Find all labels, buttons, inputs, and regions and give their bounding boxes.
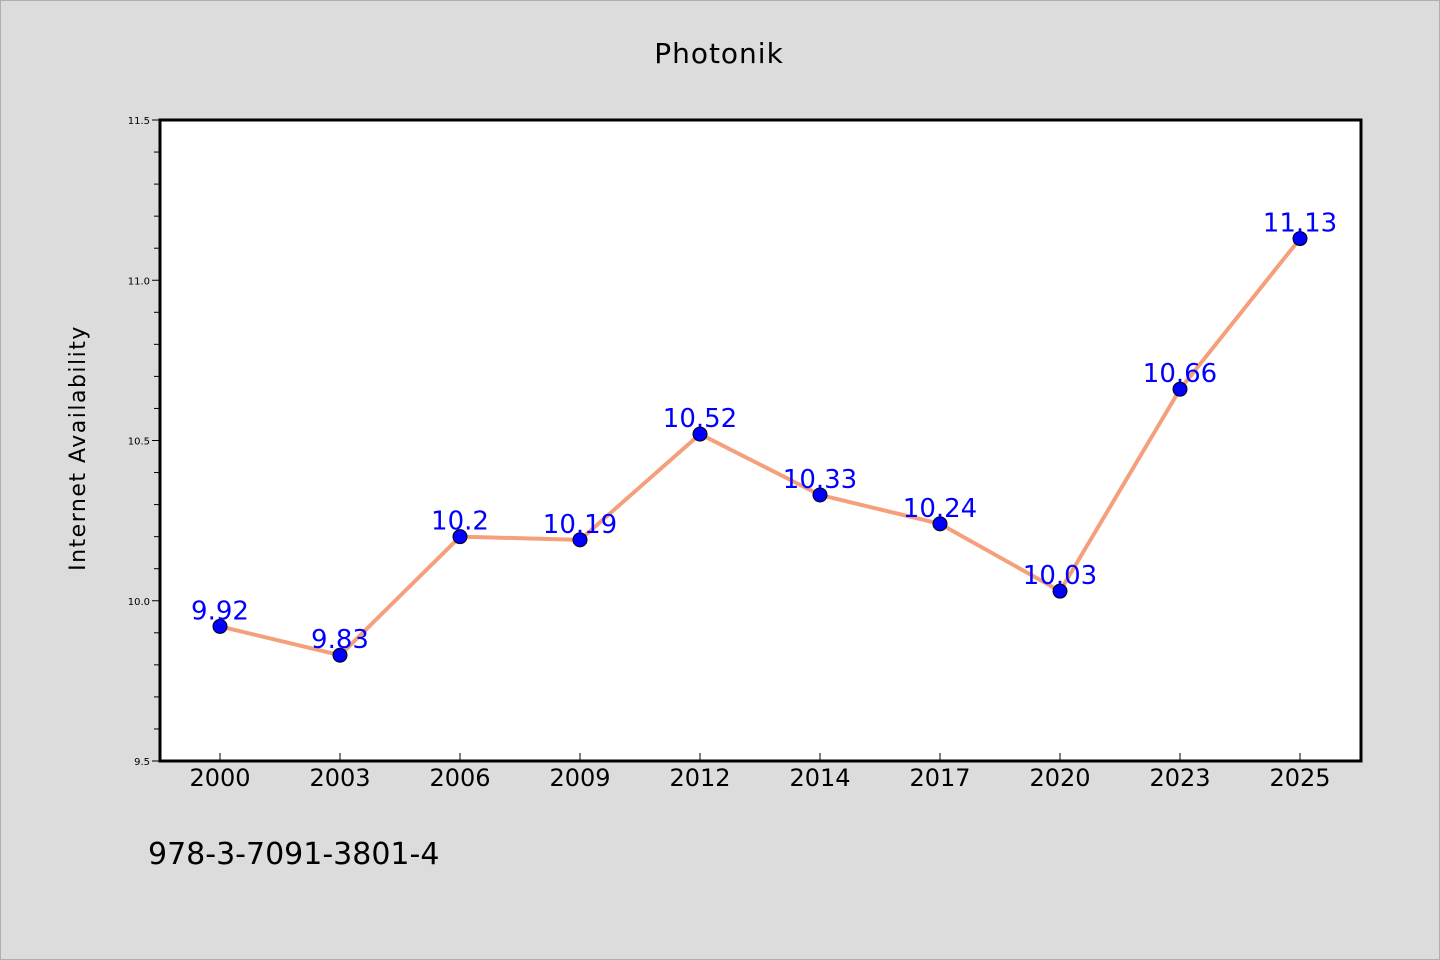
data-point xyxy=(1052,583,1068,599)
y-tick-label: 11.0 xyxy=(128,276,150,287)
data-label: 10.24 xyxy=(903,494,977,524)
x-tick-label: 2014 xyxy=(789,764,850,792)
x-tick-label: 2017 xyxy=(909,764,970,792)
data-point xyxy=(1172,381,1188,397)
y-axis-ticks: 9.5 10.0 10.5 11.0 11.5 xyxy=(128,116,160,768)
series-lines xyxy=(219,237,1302,658)
chart-title: Photonik xyxy=(654,37,784,70)
data-label: 10.2 xyxy=(431,507,489,537)
series-points xyxy=(212,231,1308,663)
data-point xyxy=(692,426,708,442)
data-label: 10.19 xyxy=(543,510,617,540)
data-label: 10.03 xyxy=(1023,561,1097,591)
x-tick-label: 2025 xyxy=(1269,764,1330,792)
data-label: 10.33 xyxy=(783,465,857,495)
data-labels: 9.92 9.83 10.2 10.19 10.52 10.33 10.24 10.03 10.… xyxy=(191,209,1337,656)
x-tick-label: 2020 xyxy=(1029,764,1090,792)
data-point xyxy=(932,516,948,532)
data-point xyxy=(332,647,348,663)
isbn-footer: 978-3-7091-3801-4 xyxy=(148,837,439,872)
data-point xyxy=(212,618,228,634)
data-label: 10.52 xyxy=(663,404,737,434)
plot-area xyxy=(158,118,1363,763)
x-tick-label: 2009 xyxy=(549,764,610,792)
data-label: 10.66 xyxy=(1143,359,1217,389)
x-axis-ticks: 2000 2003 2006 2009 2012 2014 2017 2020 2023 2025 xyxy=(189,753,1331,792)
y-tick-label: 11.5 xyxy=(128,116,150,127)
data-label: 9.92 xyxy=(191,596,249,626)
x-tick-label: 2003 xyxy=(309,764,370,792)
series-line xyxy=(219,237,1302,658)
y-tick-label: 10.5 xyxy=(128,437,150,448)
x-tick-label: 2000 xyxy=(189,764,250,792)
data-point xyxy=(812,487,828,503)
x-tick-label: 2012 xyxy=(669,764,730,792)
data-point xyxy=(572,532,588,548)
data-point xyxy=(1292,231,1308,247)
x-tick-label: 2006 xyxy=(429,764,490,792)
data-label: 9.83 xyxy=(311,625,369,655)
y-axis-label: Internet Availability xyxy=(66,325,91,571)
data-label: 11.13 xyxy=(1263,209,1337,239)
y-tick-label: 9.5 xyxy=(134,757,150,768)
data-point xyxy=(452,529,468,545)
y-tick-label: 10.0 xyxy=(128,597,150,608)
x-tick-label: 2023 xyxy=(1149,764,1210,792)
